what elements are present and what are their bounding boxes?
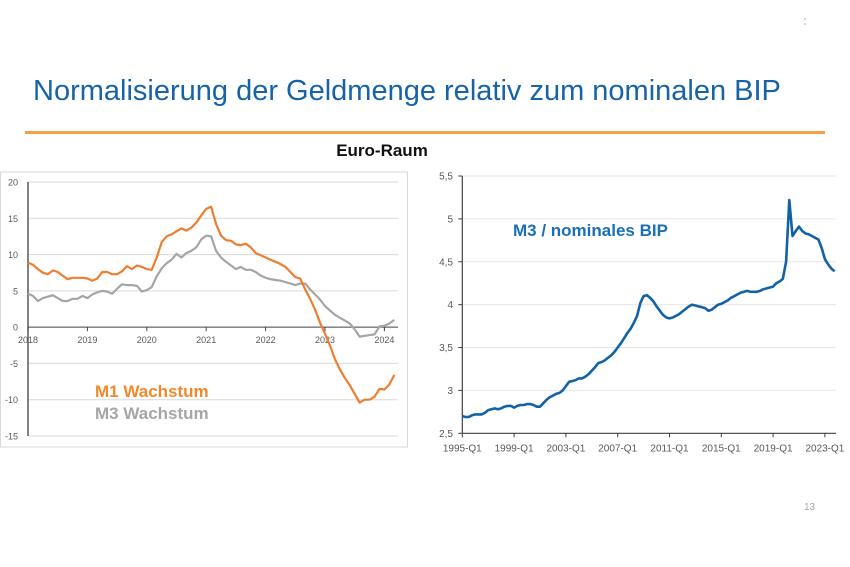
x-tick-label: 2022 (256, 335, 276, 345)
x-tick-label: 2023 (315, 335, 335, 345)
dot (804, 23, 806, 25)
legend-m1: M1 Wachstum (95, 382, 209, 401)
x-tick-label: 2020 (137, 335, 157, 345)
more-options-icon (803, 16, 807, 28)
y-tick-label: -10 (5, 395, 18, 405)
series-line-m3-to-gdp (461, 198, 836, 419)
series (461, 198, 836, 419)
x-tick-label: 1999-Q1 (495, 443, 534, 454)
x-tick-label: 2007-Q1 (598, 443, 637, 454)
y-tick-label: 3,5 (439, 343, 453, 354)
title-divider (25, 131, 825, 134)
y-tick-label: 10 (8, 250, 18, 260)
y-tick-label: -15 (5, 432, 18, 442)
x-tick-label: 2018 (18, 335, 38, 345)
chart-annotation: M3 / nominales BIP (513, 221, 668, 240)
chart-money-growth: 20 15 10 5 0 -5 -10 -15 2018 2019 2020 2021 2022 2023… (0, 171, 408, 448)
gridlines (462, 175, 836, 391)
y-tick-label: 5 (447, 214, 453, 225)
y-tick-label: 2,5 (439, 429, 453, 440)
y-tick-label: 5 (13, 286, 18, 296)
x-tick-label: 2015-Q1 (702, 443, 741, 454)
series (27, 205, 396, 404)
x-tick-label: 2011-Q1 (650, 443, 689, 454)
series-line-m3-wachstum (27, 234, 395, 338)
slide-title: Normalisierung der Geldmenge relativ zum… (33, 75, 781, 107)
y-tick-label: -5 (10, 359, 18, 369)
y-tick-label: 20 (8, 178, 18, 188)
legend-m3: M3 Wachstum (95, 404, 209, 423)
page-number: 13 (804, 502, 816, 513)
y-tick-label: 4 (447, 300, 453, 311)
x-tick-label: 2019-Q1 (754, 443, 793, 454)
x-tick-label: 2023-Q1 (805, 443, 844, 454)
y-tick-label: 4,5 (439, 257, 453, 268)
tick-labels: 5,5 5 4,5 4 3,5 3 2,5 1995-Q1 1999-Q1 2003-Q1 2007… (439, 172, 845, 455)
x-tick-label: 2003-Q1 (546, 443, 585, 454)
axes (458, 175, 836, 438)
y-tick-label: 15 (8, 214, 18, 224)
x-tick-label: 2019 (77, 335, 97, 345)
tick-labels: 20 15 10 5 0 -5 -10 -15 2018 2019 2020 2021 2022 2023… (5, 178, 394, 442)
slide-subtitle: Euro-Raum (336, 141, 428, 160)
x-tick-label: 2024 (374, 335, 394, 345)
x-tick-label: 2021 (196, 335, 216, 345)
x-tick-label: 1995-Q1 (443, 443, 482, 454)
gridlines (28, 181, 398, 437)
axes (27, 182, 398, 436)
series-line-m1-wachstum (27, 205, 396, 404)
chart-m3-to-gdp: 5,5 5 4,5 4 3,5 3 2,5 1995-Q1 1999-Q1 2003-Q1 2007… (439, 172, 845, 455)
y-tick-label: 0 (13, 323, 18, 333)
dot (804, 18, 806, 20)
y-tick-label: 3 (447, 386, 453, 397)
y-tick-label: 5,5 (439, 172, 453, 183)
